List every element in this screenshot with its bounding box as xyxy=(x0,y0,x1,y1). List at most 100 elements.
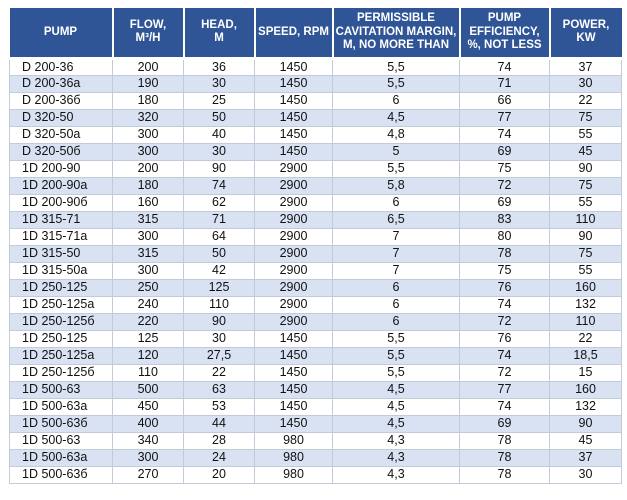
table-cell: 180 xyxy=(112,176,184,195)
header-cell-power: POWER, KW xyxy=(548,8,622,60)
table-cell: 4,5 xyxy=(332,380,460,399)
table-cell: 78 xyxy=(459,465,550,484)
table-cell: 74 xyxy=(459,295,550,314)
table-cell: 4,3 xyxy=(332,465,460,484)
table-cell: 180 xyxy=(112,91,184,110)
table-cell: 315 xyxy=(112,244,184,263)
header-line: M³/H xyxy=(135,32,161,45)
table-row: 1D 200-90a 180 74 2900 5,8 72 75 xyxy=(9,176,622,195)
table-cell: 45 xyxy=(549,142,622,161)
table-row: 1D 250-125a 240 110 2900 6 74 132 xyxy=(9,295,622,314)
pump-name-cell: 1D 250-125a xyxy=(9,295,113,314)
table-cell: 30 xyxy=(183,74,255,93)
header-cell-speed: SPEED, RPM xyxy=(253,8,333,60)
table-cell: 75 xyxy=(459,261,550,280)
table-cell: 5,5 xyxy=(332,159,460,178)
table-cell: 300 xyxy=(112,142,184,161)
table-cell: 110 xyxy=(549,210,622,229)
table-cell: 78 xyxy=(459,244,550,263)
table-cell: 160 xyxy=(112,193,184,212)
table-cell: 2900 xyxy=(254,176,333,195)
table-cell: 300 xyxy=(112,448,184,467)
pump-name-cell: 1D 500-63 xyxy=(9,431,113,450)
table-cell: 450 xyxy=(112,397,184,416)
table-cell: 44 xyxy=(183,414,255,433)
table-cell: 300 xyxy=(112,125,184,144)
header-line: PUMP xyxy=(43,25,78,38)
table-cell: 6 xyxy=(332,91,460,110)
header-line: EFFICIENCY, xyxy=(469,25,540,38)
table-cell: 75 xyxy=(549,244,622,263)
table-cell: 2900 xyxy=(254,295,333,314)
table-cell: 400 xyxy=(112,414,184,433)
table-cell: 315 xyxy=(112,210,184,229)
table-cell: 320 xyxy=(112,108,184,127)
table-cell: 53 xyxy=(183,397,255,416)
table-row: 1D 315-50 315 50 2900 7 78 75 xyxy=(9,244,622,263)
table-cell: 1450 xyxy=(254,397,333,416)
pump-name-cell: 1D 250-125б xyxy=(9,363,113,382)
table-cell: 1450 xyxy=(254,329,333,348)
page: PUMP FLOW, M³/H HEAD, M SPEED, RPM PERMISSIBLE… xyxy=(9,8,622,484)
table-cell: 110 xyxy=(549,312,622,331)
table-row: D 320-50 320 50 1450 4,5 77 75 xyxy=(9,108,622,127)
table-cell: 90 xyxy=(183,312,255,331)
table-cell: 90 xyxy=(549,414,622,433)
table-row: D 320-50б 300 30 1450 5 69 45 xyxy=(9,142,622,161)
table-cell: 45 xyxy=(549,431,622,450)
table-row: 1D 250-125 250 125 2900 6 76 160 xyxy=(9,278,622,297)
table-cell: 50 xyxy=(183,108,255,127)
pump-name-cell: D 200-36б xyxy=(9,91,113,110)
table-cell: 90 xyxy=(549,159,622,178)
header-line: POWER, xyxy=(562,18,610,31)
table-cell: 27,5 xyxy=(183,346,255,365)
table-cell: 4,3 xyxy=(332,448,460,467)
table-cell: 24 xyxy=(183,448,255,467)
header-cell-efficiency: PUMP EFFICIENCY,%, NOT LESS xyxy=(458,8,550,60)
table-cell: 74 xyxy=(459,397,550,416)
table-cell: 78 xyxy=(459,431,550,450)
header-cell-cavitation-margin: PERMISSIBLE CAVITATION MARGIN, M, NO MORE … xyxy=(331,8,460,60)
table-cell: 6 xyxy=(332,193,460,212)
table-cell: 160 xyxy=(549,278,622,297)
table-cell: 30 xyxy=(183,142,255,161)
table-cell: 4,5 xyxy=(332,397,460,416)
table-cell: 55 xyxy=(549,193,622,212)
pump-name-cell: 1D 500-63б xyxy=(9,414,113,433)
pump-name-cell: 1D 500-63б xyxy=(9,465,113,484)
table-cell: 1450 xyxy=(254,363,333,382)
table-cell: 7 xyxy=(332,227,460,246)
table-cell: 1450 xyxy=(254,414,333,433)
pump-name-cell: 1D 315-50 xyxy=(9,244,113,263)
table-row: D 200-36б 180 25 1450 6 66 22 xyxy=(9,91,622,110)
table-cell: 74 xyxy=(459,57,550,76)
table-row: 1D 500-63a 450 53 1450 4,5 74 132 xyxy=(9,397,622,416)
pump-name-cell: 1D 250-125a xyxy=(9,346,113,365)
pump-name-cell: 1D 250-125 xyxy=(9,278,113,297)
header-cell-head: HEAD, M xyxy=(182,8,255,60)
table-cell: 55 xyxy=(549,125,622,144)
table-cell: 75 xyxy=(459,159,550,178)
table-cell: 30 xyxy=(549,465,622,484)
table-cell: 71 xyxy=(459,74,550,93)
table-cell: 64 xyxy=(183,227,255,246)
pump-name-cell: 1D 500-63a xyxy=(9,448,113,467)
table-cell: 980 xyxy=(254,431,333,450)
table-cell: 40 xyxy=(183,125,255,144)
table-header: PUMP FLOW, M³/H HEAD, M SPEED, RPM PERMISSIBLE… xyxy=(9,8,622,60)
table-cell: 90 xyxy=(549,227,622,246)
table-cell: 77 xyxy=(459,108,550,127)
pump-name-cell: D 320-50б xyxy=(9,142,113,161)
table-row: 1D 200-90 200 90 2900 5,5 75 90 xyxy=(9,159,622,178)
table-cell: 55 xyxy=(549,261,622,280)
table-cell: 2900 xyxy=(254,278,333,297)
table-row: 1D 500-63a 300 24 980 4,3 78 37 xyxy=(9,448,622,467)
table-cell: 75 xyxy=(549,176,622,195)
table-cell: 74 xyxy=(459,125,550,144)
pump-name-cell: 1D 250-125 xyxy=(9,329,113,348)
table-row: D 320-50a 300 40 1450 4,8 74 55 xyxy=(9,125,622,144)
table-cell: 28 xyxy=(183,431,255,450)
table-cell: 200 xyxy=(112,159,184,178)
table-cell: 2900 xyxy=(254,193,333,212)
table-cell: 1450 xyxy=(254,142,333,161)
